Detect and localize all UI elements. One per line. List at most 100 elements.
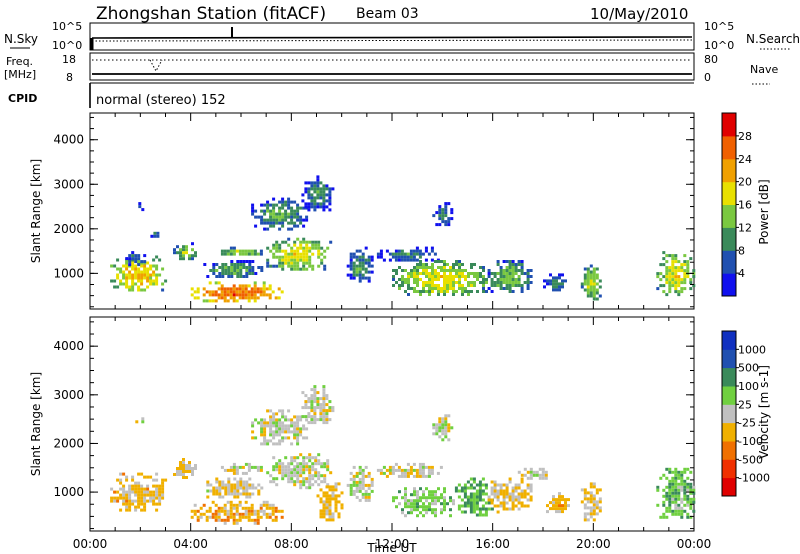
power-cell <box>217 287 221 291</box>
power-cell <box>388 252 392 256</box>
velocity-cell <box>686 494 690 498</box>
velocity-cell <box>311 474 315 478</box>
power-cell <box>146 270 150 274</box>
power-cell <box>496 272 500 275</box>
velocity-cell <box>394 468 398 472</box>
power-cell <box>272 212 276 216</box>
velocity-cell <box>469 483 473 487</box>
velocity-cell <box>367 498 371 502</box>
velocity-cell <box>431 493 434 497</box>
power-cell <box>514 266 518 269</box>
velocity-cell <box>397 468 401 472</box>
power-cell <box>259 290 263 294</box>
velocity-cell <box>241 465 245 469</box>
velocity-cell <box>413 493 416 497</box>
power-cell <box>425 275 428 278</box>
velocity-cell <box>199 512 203 516</box>
power-cell <box>251 272 255 275</box>
power-cell <box>447 220 451 224</box>
velocity-cell <box>555 498 558 502</box>
power-cell <box>692 269 696 273</box>
power-cell <box>179 257 182 261</box>
velocity-cell <box>244 500 248 504</box>
velocity-cell <box>143 502 147 506</box>
velocity-cell <box>323 480 327 484</box>
velocity-cell <box>349 477 353 481</box>
x-axis-label: Time UT <box>366 541 417 554</box>
velocity-cell <box>299 465 303 469</box>
power-cell <box>287 237 291 241</box>
power-cell <box>253 290 257 294</box>
velocity-cell <box>505 495 509 499</box>
power-cell <box>212 266 216 269</box>
velocity-cell <box>436 471 440 475</box>
power-cell <box>485 278 488 281</box>
power-cell <box>443 263 446 266</box>
velocity-cell <box>416 505 419 509</box>
velocity-cell <box>331 406 335 410</box>
power-cell <box>406 252 410 256</box>
power-cell <box>452 293 455 296</box>
power-cell <box>236 272 240 275</box>
velocity-cell <box>322 397 326 401</box>
power-cell <box>520 272 524 275</box>
velocity-cell <box>236 495 240 499</box>
velocity-cell <box>529 489 533 493</box>
power-cell <box>665 254 669 258</box>
velocity-cell <box>290 430 294 434</box>
power-cell <box>428 287 431 290</box>
velocity-cell <box>425 499 428 503</box>
velocity-cell <box>692 488 696 492</box>
velocity-echo-region <box>346 465 374 502</box>
velocity-cell <box>259 515 263 519</box>
velocity-cell <box>364 489 368 493</box>
power-cell <box>316 193 320 197</box>
velocity-cell <box>523 489 527 493</box>
velocity-cell <box>425 496 428 500</box>
power-cell <box>304 205 308 209</box>
power-cell <box>238 287 242 291</box>
velocity-cell <box>251 483 255 487</box>
power-cell <box>229 249 233 253</box>
velocity-cell <box>146 490 150 494</box>
velocity-cell <box>256 521 260 525</box>
power-cell <box>686 260 690 264</box>
velocity-cell <box>205 518 209 522</box>
velocity-cell <box>250 503 254 507</box>
velocity-cell <box>251 436 255 440</box>
velocity-cell <box>469 486 473 490</box>
velocity-cell <box>215 492 219 496</box>
velocity-cell <box>419 505 422 509</box>
power-cell <box>665 293 669 297</box>
velocity-cell <box>441 423 445 427</box>
power-cell <box>290 227 294 231</box>
power-cell <box>287 258 291 262</box>
velocity-cell <box>188 470 191 473</box>
velocity-cell <box>293 474 297 478</box>
velocity-cell <box>391 471 395 475</box>
velocity-cell <box>331 409 335 413</box>
velocity-cell <box>481 477 485 481</box>
velocity-cell <box>334 482 338 486</box>
velocity-cell <box>233 495 237 499</box>
velocity-cell <box>361 474 365 478</box>
velocity-cell <box>677 485 681 489</box>
power-cell <box>263 209 267 213</box>
power-cell <box>441 208 445 212</box>
power-cell <box>431 287 434 290</box>
velocity-cell <box>235 468 239 472</box>
power-cell <box>131 282 135 286</box>
velocity-cell <box>269 409 273 413</box>
power-cell <box>505 284 509 287</box>
power-cell <box>370 264 374 268</box>
power-cell <box>404 281 407 284</box>
velocity-cell <box>280 509 284 513</box>
velocity-cell <box>263 436 267 440</box>
velocity-cell <box>337 512 341 516</box>
velocity-cell <box>149 496 153 500</box>
velocity-cell <box>314 474 318 478</box>
power-cell <box>520 263 524 266</box>
velocity-cell <box>469 507 473 511</box>
power-cell <box>446 275 449 278</box>
velocity-cell <box>310 388 314 392</box>
